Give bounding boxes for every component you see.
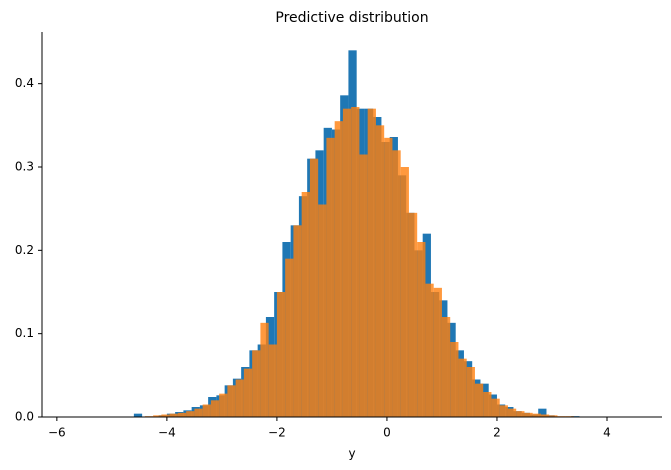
y-tick-label: 0.0 xyxy=(15,410,34,424)
histogram-bar xyxy=(243,368,253,417)
histogram-bar xyxy=(441,317,451,417)
histogram-bar xyxy=(285,258,294,417)
chart-title: Predictive distribution xyxy=(275,10,428,26)
histogram-bar xyxy=(318,204,327,417)
histogram-bar xyxy=(507,408,517,417)
histogram-bar xyxy=(433,287,442,417)
histogram-bar xyxy=(524,412,533,417)
histogram-bar xyxy=(532,413,541,417)
histogram-bar xyxy=(186,411,195,417)
histogram-bar xyxy=(400,167,409,417)
histogram-bar xyxy=(417,242,426,417)
histogram-bar xyxy=(384,137,393,418)
y-tick-label: 0.1 xyxy=(15,326,34,340)
histogram-bar xyxy=(491,398,500,417)
histogram-bar xyxy=(276,292,286,417)
y-tick-label: 0.4 xyxy=(15,76,34,90)
x-tick-label: 4 xyxy=(603,426,611,440)
histogram-bar xyxy=(549,415,558,417)
histogram-bar xyxy=(367,108,376,418)
y-tick-label: 0.3 xyxy=(15,160,34,174)
histogram-bar xyxy=(540,414,550,417)
histogram-bar xyxy=(351,107,360,417)
histogram-bar xyxy=(334,121,343,418)
histogram-bar xyxy=(483,392,492,417)
histogram-bar xyxy=(133,413,143,417)
histogram-bar xyxy=(268,344,277,417)
histogram-bar xyxy=(235,379,244,417)
histogram-bar xyxy=(359,154,368,417)
histogram-bar xyxy=(210,400,220,417)
histogram-bar xyxy=(375,125,385,417)
histogram-bar xyxy=(309,158,319,417)
x-tick-label: −4 xyxy=(158,426,176,440)
x-tick-label: 2 xyxy=(493,426,501,440)
histogram-bar xyxy=(161,414,170,417)
histogram-bar xyxy=(227,385,236,417)
histogram-bar xyxy=(474,383,484,417)
histogram-bar xyxy=(516,411,525,417)
histogram-bar xyxy=(392,150,401,418)
histogram-bar xyxy=(408,212,418,417)
x-tick-label: 0 xyxy=(383,426,391,440)
histogram-bar xyxy=(252,350,261,417)
histogram-bar xyxy=(202,404,211,417)
histogram-bar xyxy=(219,393,228,417)
histogram-bar xyxy=(499,405,508,417)
x-tick-label: −2 xyxy=(268,426,286,440)
histogram-bar xyxy=(293,225,302,417)
histogram-bar xyxy=(425,283,434,417)
y-tick-label: 0.2 xyxy=(15,243,34,257)
histogram-bar xyxy=(260,322,269,417)
histogram-bar xyxy=(466,367,475,417)
histogram-bar xyxy=(450,342,459,417)
x-tick-label: −6 xyxy=(48,426,66,440)
histogram-bar xyxy=(301,192,310,417)
histogram-bar xyxy=(538,408,547,417)
histogram-bar xyxy=(342,108,352,418)
histogram-bar xyxy=(177,412,187,417)
x-axis-label: y xyxy=(348,447,355,461)
histogram-bar xyxy=(326,137,335,418)
histogram-bar xyxy=(458,358,467,417)
histogram-bar xyxy=(194,408,203,417)
histogram-bar xyxy=(169,413,178,417)
histogram-bar xyxy=(153,415,162,417)
